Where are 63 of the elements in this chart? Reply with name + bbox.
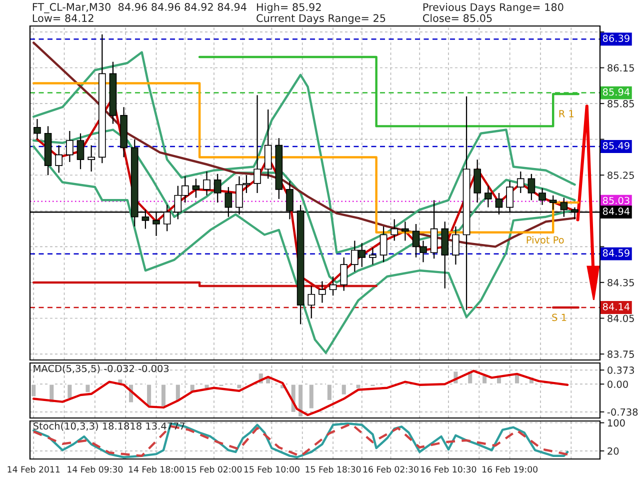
candlestick xyxy=(254,94,261,194)
y-tick-label: 20 xyxy=(608,447,619,455)
x-tick-label: 14 Feb 18:00 xyxy=(128,466,184,473)
candlestick xyxy=(380,226,388,263)
y-tick-label: 85.85 xyxy=(608,100,634,108)
x-tick-label: 15 Feb 18:30 xyxy=(306,466,361,473)
y-tick-label: 100 xyxy=(608,419,625,427)
candlestick xyxy=(264,108,272,180)
text: Close= 85.05 xyxy=(422,14,492,22)
candlestick xyxy=(329,276,337,296)
annotation: S 1 xyxy=(552,314,566,322)
text: Low= 84.12 xyxy=(32,14,94,22)
y-tick-label: 83.75 xyxy=(608,350,634,358)
text: High= 85.92 xyxy=(257,3,321,14)
candlestick xyxy=(55,144,63,174)
candlestick xyxy=(340,256,348,292)
candlestick xyxy=(192,178,200,198)
candlestick xyxy=(203,170,210,196)
y-tick-label: 85.25 xyxy=(608,172,634,179)
y-tick-label: 0.00 xyxy=(608,380,628,388)
x-tick-label: 14 Feb 2011 xyxy=(8,466,60,473)
line-series xyxy=(32,128,576,284)
candlestick xyxy=(484,185,492,208)
candlestick xyxy=(402,221,409,242)
candlestick xyxy=(76,132,84,170)
candlestick xyxy=(66,130,74,163)
ref-line-label: 85.49 xyxy=(602,142,630,150)
candlestick xyxy=(390,218,398,242)
x-tick-label: 14 Feb 09:30 xyxy=(68,466,123,473)
candlestick xyxy=(88,144,95,172)
y-tick-label: 84.05 xyxy=(608,314,634,322)
annotation: Pivot Po xyxy=(526,236,564,244)
candlestick xyxy=(549,194,557,210)
y-tick-label: -0.738 xyxy=(607,408,638,416)
ref-line-label: 84.59 xyxy=(602,249,630,257)
candlestick xyxy=(528,173,536,201)
candlestick xyxy=(214,173,222,204)
x-tick-label: 16 Feb 19:00 xyxy=(482,466,538,473)
candlestick xyxy=(369,247,376,266)
candlestick xyxy=(34,118,41,140)
candlestick xyxy=(516,170,524,194)
ref-line-label: 84.94 xyxy=(602,208,630,215)
candlestick xyxy=(308,285,316,319)
text: Current Days Range= 25 xyxy=(256,14,386,24)
text: Previous Days Range= 180 xyxy=(423,3,564,14)
annotation: R 1 xyxy=(559,110,574,118)
candlestick xyxy=(452,226,460,266)
ref-line-label: 86.39 xyxy=(602,34,630,42)
candlestick xyxy=(318,280,326,304)
y-tick-label: 0.373 xyxy=(608,366,634,374)
ref-line-label: 85.94 xyxy=(602,88,630,96)
ref-line-label: 84.14 xyxy=(602,302,630,310)
x-tick-label: 16 Feb 10:30 xyxy=(421,466,476,473)
chart-title: MACD(5,35,5) -0.032 -0.003 xyxy=(34,364,169,374)
y-tick-label: 84.35 xyxy=(608,278,634,286)
x-tick-label: 15 Feb 02:00 xyxy=(186,466,242,473)
candlestick xyxy=(474,159,482,204)
x-tick-label: 15 Feb 10:00 xyxy=(244,466,300,473)
ref-line-label: 85.03 xyxy=(602,196,630,204)
candlestick xyxy=(538,188,546,206)
y-tick-label: 86.15 xyxy=(608,64,634,72)
x-tick-label: 16 Feb 02:30 xyxy=(363,466,418,473)
chart-title: FT_CL-Mar,M30 84.96 84.96 84.92 84.94 xyxy=(32,3,246,14)
